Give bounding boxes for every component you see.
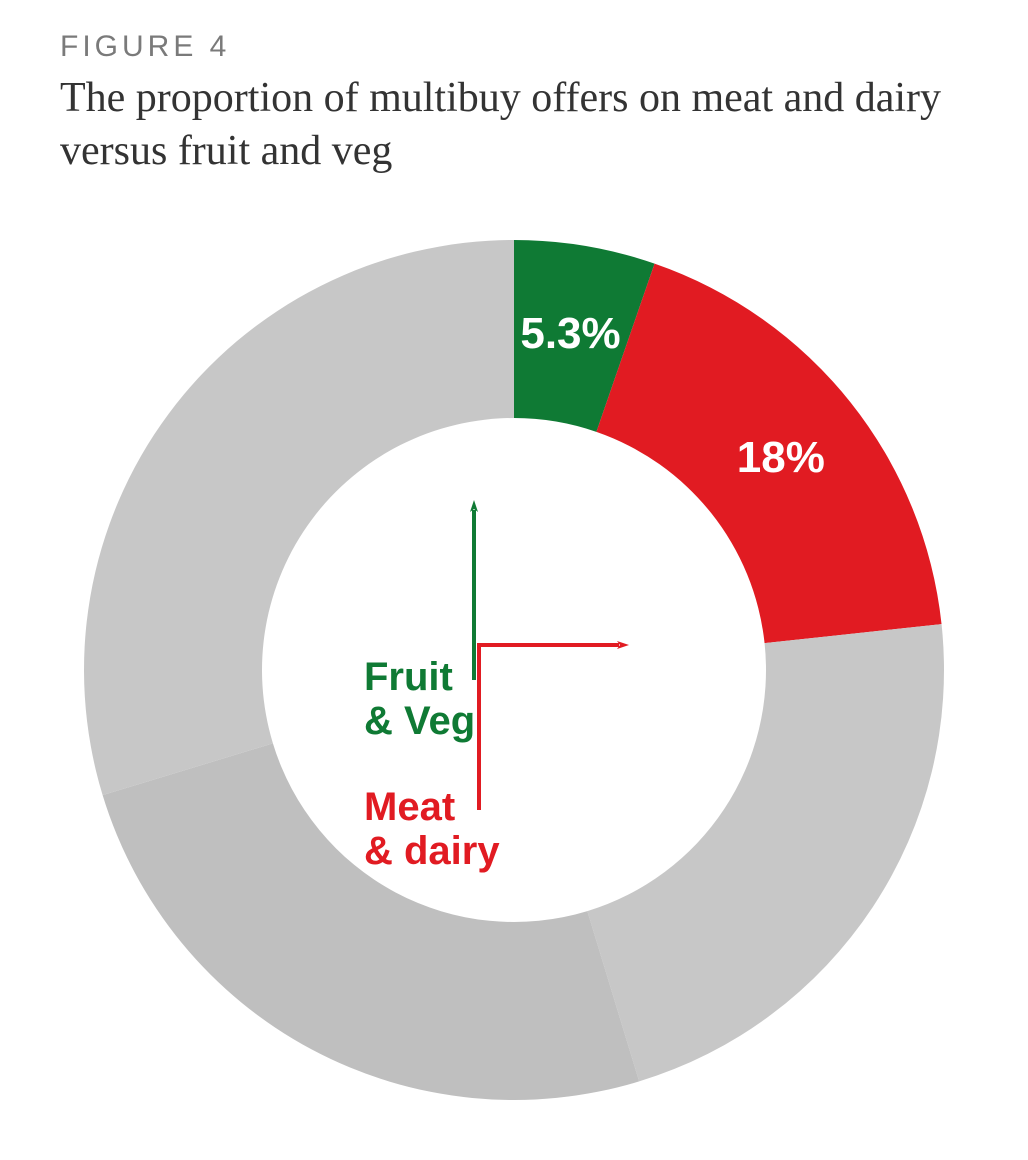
figure-container: FIGURE 4 The proportion of multibuy offe…: [0, 0, 1028, 1160]
donut-chart: 5.3%18%Fruit& VegMeat& dairy: [64, 220, 964, 1120]
meat-dairy-arrow: [479, 645, 619, 810]
slice-label-meat-dairy: 18%: [737, 433, 825, 482]
slice-label-fruit-veg: 5.3%: [520, 309, 620, 358]
figure-title: The proportion of multibuy offers on mea…: [60, 72, 960, 177]
slice-other-1: [587, 624, 944, 1081]
figure-label: FIGURE 4: [60, 30, 230, 64]
fruit-veg-legend: Fruit& Veg: [364, 655, 475, 743]
